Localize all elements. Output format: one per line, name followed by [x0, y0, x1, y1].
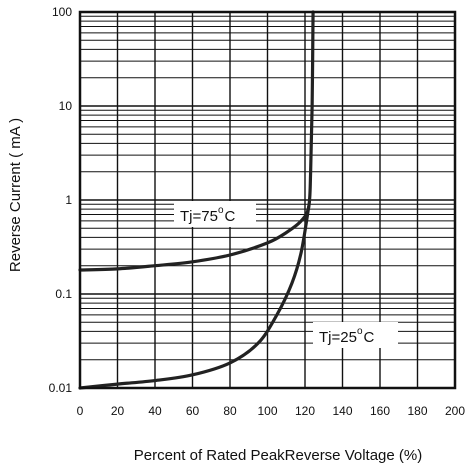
series-line-1	[78, 205, 311, 390]
x-axis-label: Percent of Rated PeakReverse Voltage (%)	[134, 447, 423, 464]
plot-frame	[78, 10, 457, 390]
x-tick-label: 80	[223, 404, 237, 418]
y-tick-label: 10	[59, 99, 73, 113]
series-label-tj25-text: Tj=25oC	[319, 326, 375, 346]
x-tick-label: 140	[332, 404, 352, 418]
series-label-tj25: Tj=25oC	[313, 322, 398, 348]
x-tick-labels: 0 20 40 60 80 100 120 140 160 180 200	[77, 404, 466, 418]
x-tick-label: 60	[186, 404, 200, 418]
x-tick-label: 100	[257, 404, 277, 418]
y-tick-label: 0.1	[55, 287, 72, 301]
series-label-tj75-text: Tj=75oC	[180, 205, 236, 225]
y-tick-labels: 0.01 0.1 1 10 100	[49, 5, 73, 395]
x-tick-label: 0	[77, 404, 84, 418]
y-tick-label: 0.01	[49, 381, 73, 395]
series-line-0	[78, 10, 315, 272]
x-tick-label: 200	[445, 404, 465, 418]
x-tick-label: 180	[407, 404, 427, 418]
y-axis-label: Reverse Current ( mA )	[7, 118, 24, 272]
series-label-tj25-box	[313, 322, 398, 348]
x-tick-label: 160	[370, 404, 390, 418]
x-tick-label: 20	[111, 404, 125, 418]
y-tick-label: 1	[65, 193, 72, 207]
series-label-tj75-box	[174, 201, 256, 227]
x-tick-label: 120	[295, 404, 315, 418]
x-tick-label: 40	[148, 404, 162, 418]
series-label-tj75: Tj=75oC	[174, 201, 256, 227]
curves	[78, 10, 315, 390]
y-tick-label: 100	[52, 5, 72, 19]
